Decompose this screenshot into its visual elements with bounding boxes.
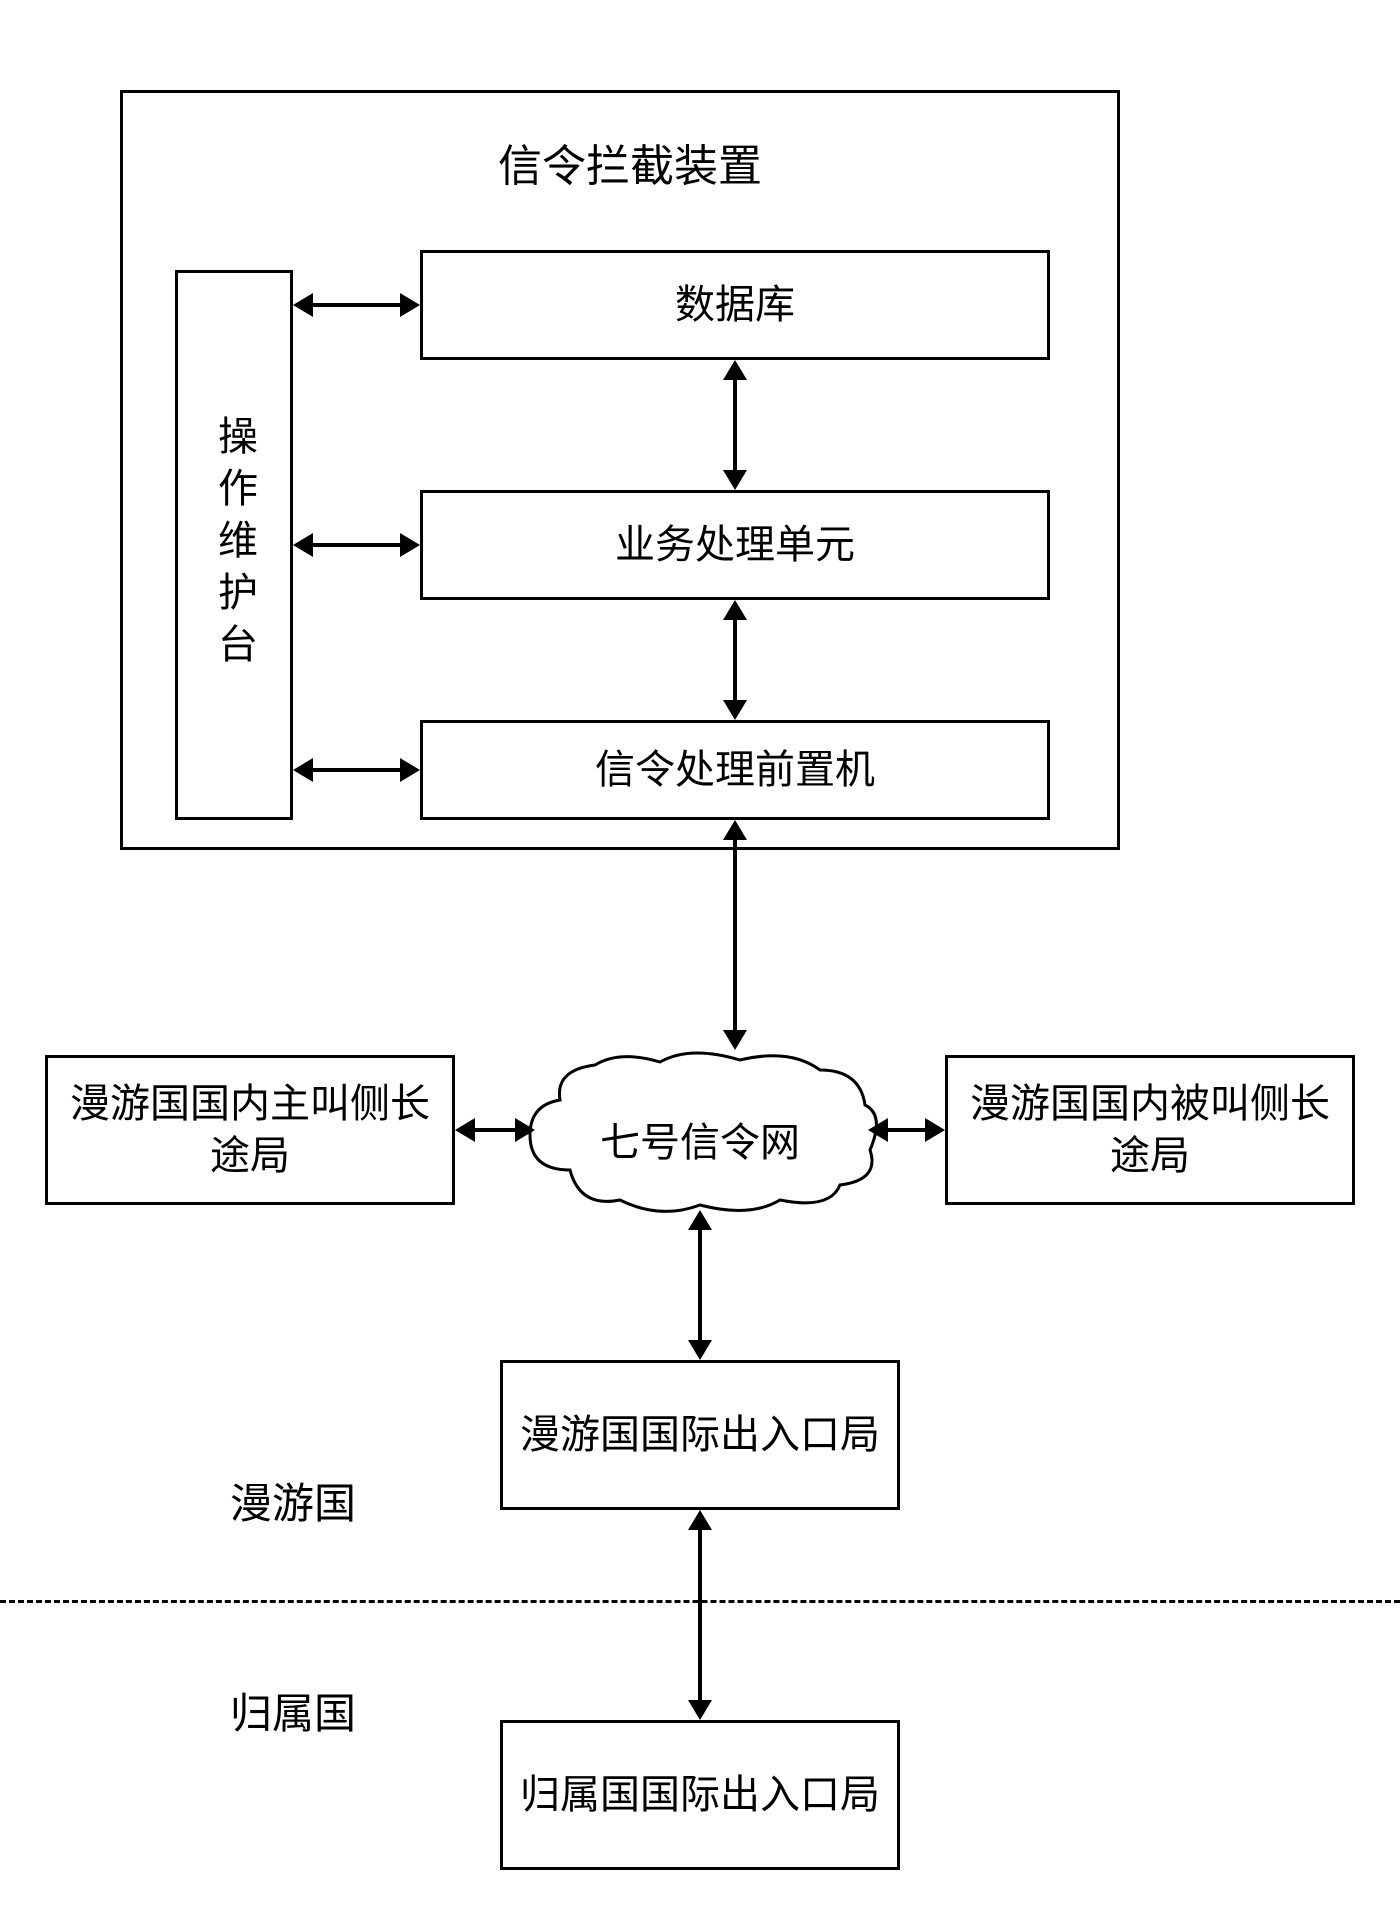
arrow-omc-frontend <box>313 768 400 772</box>
arrow-head <box>515 1118 535 1142</box>
database-label: 数据库 <box>675 279 795 331</box>
arrow-head <box>723 360 747 380</box>
arrow-head <box>400 533 420 557</box>
arrow-head <box>688 1340 712 1360</box>
arrow-head <box>400 293 420 317</box>
omc-label: 操作维护台 <box>208 415 260 675</box>
home-label: 归属国 <box>230 1680 356 1741</box>
arrow-service-frontend <box>733 620 737 700</box>
arrow-head <box>688 1210 712 1230</box>
home-gateway-box: 归属国国际出入口局 <box>500 1720 900 1870</box>
arrow-omc-database <box>313 303 400 307</box>
called-label: 漫游国国内被叫侧长途局 <box>958 1078 1342 1182</box>
arrow-head <box>400 758 420 782</box>
roam-gateway-label: 漫游国国际出入口局 <box>520 1409 880 1461</box>
arrow-head <box>723 600 747 620</box>
arrow-head <box>723 470 747 490</box>
called-box: 漫游国国内被叫侧长途局 <box>945 1055 1355 1205</box>
arrow-roam-home <box>698 1530 702 1700</box>
frontend-box: 信令处理前置机 <box>420 720 1050 820</box>
arrow-calling-cloud <box>475 1128 515 1132</box>
arrow-head <box>723 700 747 720</box>
arrow-cloud-roamgateway <box>698 1230 702 1340</box>
arrow-head <box>455 1118 475 1142</box>
omc-box: 操作维护台 <box>175 270 293 820</box>
arrow-head <box>723 820 747 840</box>
arrow-database-service <box>733 380 737 470</box>
service-box: 业务处理单元 <box>420 490 1050 600</box>
arrow-head <box>293 533 313 557</box>
calling-box: 漫游国国内主叫侧长途局 <box>45 1055 455 1205</box>
database-box: 数据库 <box>420 250 1050 360</box>
calling-label: 漫游国国内主叫侧长途局 <box>58 1078 442 1182</box>
arrow-head <box>293 293 313 317</box>
arrow-cloud-called <box>888 1128 928 1132</box>
roam-gateway-box: 漫游国国际出入口局 <box>500 1360 900 1510</box>
service-label: 业务处理单元 <box>615 519 855 571</box>
cloud-label: 七号信令网 <box>560 1110 840 1168</box>
diagram-title: 信令拦截装置 <box>420 130 840 194</box>
country-separator <box>0 1600 1400 1603</box>
arrow-head <box>293 758 313 782</box>
arrow-head <box>925 1118 945 1142</box>
arrow-head <box>868 1118 888 1142</box>
arrow-omc-service <box>313 543 400 547</box>
frontend-label: 信令处理前置机 <box>595 744 875 796</box>
roaming-label: 漫游国 <box>230 1470 356 1531</box>
arrow-head <box>688 1510 712 1530</box>
home-gateway-label: 归属国国际出入口局 <box>520 1769 880 1821</box>
arrow-head <box>688 1700 712 1720</box>
arrow-frontend-cloud <box>733 840 737 1030</box>
